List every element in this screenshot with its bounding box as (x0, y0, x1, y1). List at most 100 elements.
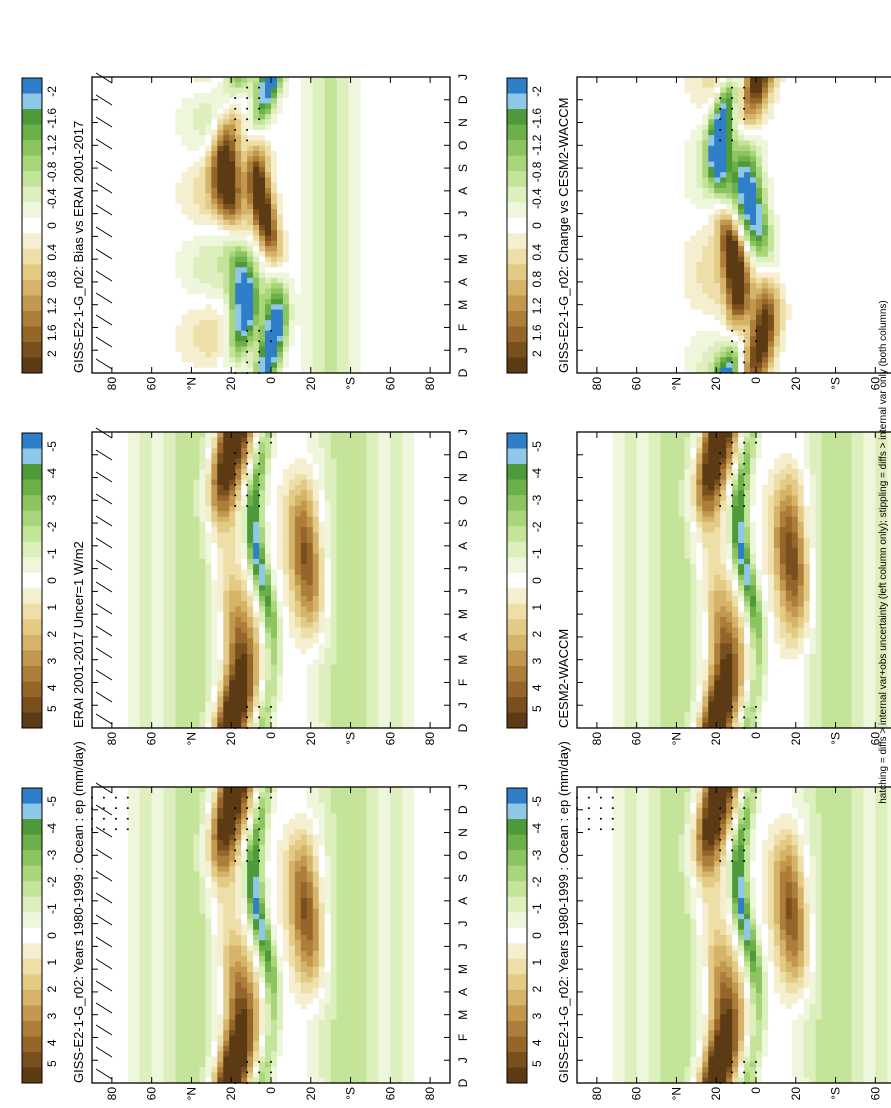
stipple-dot (258, 839, 260, 841)
heatmap-cell (116, 950, 122, 956)
heatmap-cell (187, 1061, 193, 1067)
heatmap-cell (355, 966, 361, 972)
heatmap-cell (122, 929, 128, 935)
heatmap-cell (372, 808, 378, 814)
heatmap-cell (768, 961, 774, 967)
heatmap-cell (164, 876, 170, 882)
heatmap-cell (378, 813, 384, 819)
heatmap-cell (366, 929, 372, 935)
heatmap-cell (307, 834, 313, 840)
heatmap-cell (193, 792, 199, 798)
heatmap-cell (372, 1040, 378, 1046)
heatmap-cell (607, 961, 613, 967)
heatmap-cell (432, 1014, 438, 1020)
heatmap-cell (696, 972, 702, 978)
heatmap-cell (182, 829, 188, 835)
heatmap-cell (259, 898, 265, 904)
heatmap-cell (205, 1040, 211, 1046)
heatmap-cell (283, 945, 289, 951)
heatmap-cell (146, 919, 152, 925)
heatmap-cell (187, 808, 193, 814)
heatmap-cell (122, 850, 128, 856)
heatmap-cell (355, 802, 361, 808)
heatmap-cell (229, 961, 235, 967)
heatmap-cell (355, 829, 361, 835)
heatmap-cell (396, 903, 402, 909)
heatmap-cell (372, 797, 378, 803)
heatmap-cell (176, 824, 182, 830)
heatmap-cell (223, 903, 229, 909)
heatmap-cell (402, 882, 408, 888)
heatmap-cell (402, 1067, 408, 1073)
heatmap-cell (857, 1061, 863, 1067)
heatmap-cell (798, 1061, 804, 1067)
heatmap-cell (786, 1009, 792, 1015)
heatmap-cell (708, 998, 714, 1004)
heatmap-cell (792, 1003, 798, 1009)
heatmap-cell (631, 966, 637, 972)
heatmap-cell (92, 813, 98, 819)
heatmap-cell (768, 977, 774, 983)
heatmap-cell (625, 1046, 631, 1052)
heatmap-cell (774, 993, 780, 999)
heatmap-cell (128, 855, 134, 861)
heatmap-cell (631, 1035, 637, 1041)
heatmap-cell (170, 1067, 176, 1073)
heatmap-cell (851, 987, 857, 993)
heatmap-cell (420, 1067, 426, 1073)
heatmap-cell (211, 1056, 217, 1062)
heatmap-cell (301, 892, 307, 898)
heatmap-cell (128, 1014, 134, 1020)
heatmap-cell (637, 972, 643, 978)
heatmap-cell (313, 945, 319, 951)
heatmap-cell (438, 982, 444, 988)
heatmap-cell (122, 993, 128, 999)
heatmap-cell (122, 861, 128, 867)
heatmap-cell (301, 1019, 307, 1025)
heatmap-cell (402, 818, 408, 824)
heatmap-cell (408, 940, 414, 946)
heatmap-cell (589, 987, 595, 993)
heatmap-cell (205, 802, 211, 808)
heatmap-cell (607, 1030, 613, 1036)
heatmap-cell (355, 892, 361, 898)
heatmap-cell (887, 1040, 891, 1046)
heatmap-cell (589, 1024, 595, 1030)
heatmap-cell (116, 1067, 122, 1073)
heatmap-cell (152, 1061, 158, 1067)
heatmap-cell (366, 882, 372, 888)
heatmap-cell (726, 1014, 732, 1020)
heatmap-cell (271, 1003, 277, 1009)
heatmap-cell (205, 797, 211, 803)
heatmap-cell (714, 1051, 720, 1057)
heatmap-cell (726, 1030, 732, 1036)
heatmap-cell (750, 982, 756, 988)
heatmap-cell (619, 1019, 625, 1025)
heatmap-cell (402, 845, 408, 851)
heatmap-cell (265, 802, 271, 808)
heatmap-cell (122, 1030, 128, 1036)
heatmap-cell (378, 956, 384, 962)
heatmap-cell (583, 1003, 589, 1009)
heatmap-cell (164, 792, 170, 798)
heatmap-cell (595, 1046, 601, 1052)
heatmap-cell (390, 966, 396, 972)
heatmap-cell (780, 977, 786, 983)
heatmap-cell (337, 850, 343, 856)
heatmap-cell (355, 1061, 361, 1067)
heatmap-cell (158, 1019, 164, 1025)
heatmap-cell (176, 1009, 182, 1015)
heatmap-cell (331, 1056, 337, 1062)
heatmap-cell (438, 987, 444, 993)
heatmap-cell (211, 1046, 217, 1052)
heatmap-cell (104, 882, 110, 888)
heatmap-cell (98, 972, 104, 978)
heatmap-cell (140, 808, 146, 814)
heatmap-cell (325, 866, 331, 872)
heatmap-cell (366, 987, 372, 993)
heatmap-cell (396, 998, 402, 1004)
heatmap-cell (122, 792, 128, 798)
heatmap-cell (396, 839, 402, 845)
heatmap-cell (438, 871, 444, 877)
heatmap-cell (408, 824, 414, 830)
